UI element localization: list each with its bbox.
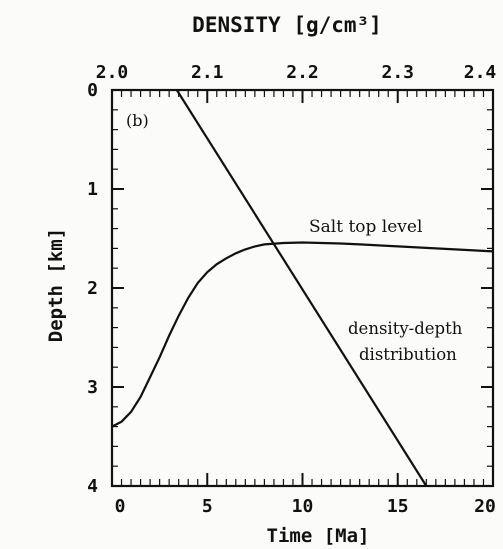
top-axis-tick-labels: 2.0 2.1 2.2 2.3 2.4 [96,62,497,83]
top-tick-label: 2.2 [286,62,319,83]
annotation-salt-top-level: Salt top level [309,217,422,237]
left-axis-tick-labels: 0 1 2 3 4 [87,80,98,497]
left-tick-label: 0 [87,80,98,101]
left-axis-label: Depth [km] [45,228,67,342]
density-depth-series [175,89,428,487]
left-tick-label: 3 [87,377,98,398]
bottom-axis-tick-labels: 0 5 10 15 20 [115,496,496,517]
minor-ticks [111,89,494,487]
top-tick-label: 2.4 [464,62,497,83]
panel-label: (b) [126,111,149,130]
left-tick-label: 1 [87,179,98,200]
bottom-axis-label: Time [Ma] [267,525,370,547]
top-tick-label: 2.1 [191,62,224,83]
top-axis-label: DENSITY [g/cm³] [192,13,382,37]
annotation-density-depth: density-depth [348,319,463,338]
top-tick-label: 2.0 [96,62,129,83]
salt-top-level-series [111,241,494,428]
bottom-tick-label: 5 [202,496,213,517]
bottom-tick-label: 15 [387,496,409,517]
major-ticks [111,89,494,487]
annotation-distribution: distribution [359,345,457,364]
bottom-tick-label: 20 [474,496,496,517]
left-tick-label: 2 [87,278,98,299]
top-tick-label: 2.3 [381,62,414,83]
bottom-tick-label: 10 [292,496,314,517]
left-tick-label: 4 [87,476,98,497]
bottom-tick-label: 0 [115,496,126,517]
